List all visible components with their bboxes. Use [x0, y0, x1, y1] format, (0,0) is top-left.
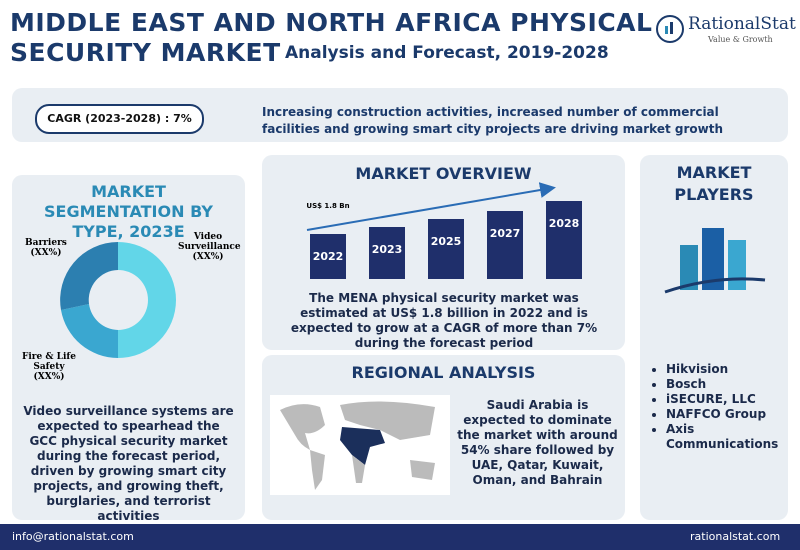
year-label: 2028: [549, 217, 580, 230]
segmentation-title: MARKET SEGMENTATION BY TYPE, 2023E: [44, 182, 213, 241]
logo-name: RationalStat: [688, 14, 796, 34]
player: NAFFCO Group: [666, 407, 800, 422]
map: [270, 395, 450, 495]
logo-icon: [656, 15, 684, 43]
footer-email: info@rationalstat.com: [12, 530, 134, 543]
title-line1: MIDDLE EAST AND NORTH AFRICA PHYSICAL: [10, 8, 653, 37]
players-list: HikvisionBoschiSECURE, LLCNAFFCO GroupAx…: [648, 362, 800, 452]
label: (XX%): [192, 252, 224, 262]
players-title: MARKET PLAYERS: [674, 163, 754, 204]
bar: [369, 227, 405, 279]
player: Axis Communications: [666, 422, 800, 452]
title-line2: SECURITY MARKET: [10, 38, 281, 67]
label: (XX%): [33, 372, 65, 382]
footer: [0, 524, 800, 550]
label-fire: Fire & Life Safety (XX%): [20, 352, 78, 382]
overview-title: MARKET OVERVIEW: [355, 164, 532, 183]
regional-text: Saudi Arabia is expected to dominate the…: [457, 398, 618, 487]
year-label: 2023: [372, 243, 403, 256]
segmentation-description: Video surveillance systems are expected …: [23, 404, 234, 523]
donut: [60, 242, 176, 358]
label: Barriers: [25, 238, 67, 248]
banner-text: Increasing construction activities, incr…: [262, 105, 724, 136]
bar-graphic: US$ 1.8 Bn 2022 2023 2025 2027 2028: [306, 182, 582, 279]
regional-title: REGIONAL ANALYSIS: [351, 363, 536, 382]
player: Bosch: [666, 377, 800, 392]
footer-website: rationalstat.com: [690, 530, 781, 543]
cagr-pill: CAGR (2023-2028) : 7%: [35, 104, 204, 134]
building-icon: [664, 228, 766, 294]
players-panel: [640, 155, 788, 520]
overview-description: The MENA physical security market was es…: [290, 291, 598, 350]
bar: [546, 201, 582, 279]
subtitle: Analysis and Forecast, 2019-2028: [285, 43, 609, 63]
label-video: Video Surveillance (XX%): [178, 232, 241, 262]
bar: [428, 219, 464, 279]
label: Video Surveillance: [178, 232, 241, 252]
player: iSECURE, LLC: [666, 392, 800, 407]
label: Fire & Life Safety: [21, 352, 76, 372]
label-barriers: Barriers (XX%): [25, 238, 67, 258]
bar: [310, 234, 346, 279]
bar: [487, 211, 523, 279]
label: (XX%): [30, 248, 62, 258]
year-label: 2022: [313, 250, 344, 263]
bar-label: US$ 1.8 Bn: [306, 202, 349, 210]
player: Hikvision: [666, 362, 800, 377]
year-label: 2025: [431, 235, 462, 248]
year-label: 2027: [490, 227, 521, 240]
logo-tagline: Value & Growth: [708, 35, 773, 44]
